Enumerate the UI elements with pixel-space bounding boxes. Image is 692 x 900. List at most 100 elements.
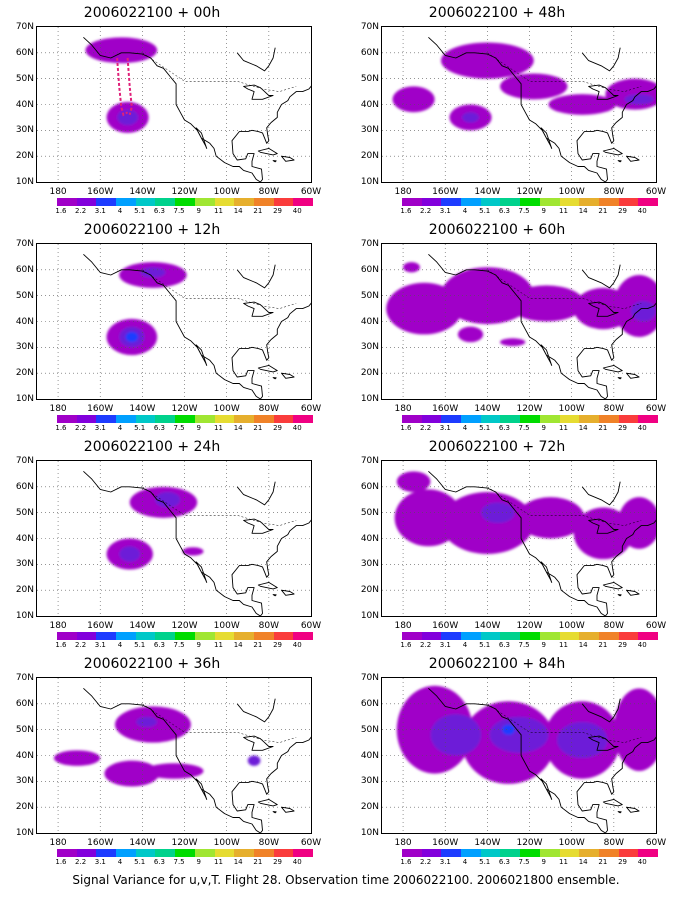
colorbar-label: 7.5	[518, 207, 530, 215]
colorbar-swatch	[461, 415, 481, 423]
lon-tick-label: 160W	[87, 838, 114, 848]
colorbar-swatch	[579, 632, 599, 640]
map-svg	[382, 678, 656, 833]
colorbar-label: 5.1	[479, 424, 491, 432]
colorbar-swatch	[461, 198, 481, 206]
colorbar-swatch	[293, 849, 313, 857]
colorbar-swatch	[480, 632, 501, 640]
colorbar-swatch	[214, 198, 235, 206]
lon-tick-label: 180	[394, 838, 412, 848]
colorbar-label: 4	[462, 641, 468, 649]
lon-tick-label: 80W	[258, 404, 280, 414]
colorbar-label: 11	[559, 207, 568, 215]
lat-tick-label: 10N	[360, 828, 379, 838]
colorbar-label: 11	[559, 424, 568, 432]
lon-tick-label: 120W	[516, 621, 543, 631]
lon-tick-label: 160W	[432, 404, 459, 414]
colorbar-label: 4	[117, 641, 123, 649]
colorbar-label: 2.2	[420, 641, 432, 649]
lat-tick-label: 40N	[15, 533, 34, 544]
colorbar-label: 9	[196, 207, 202, 215]
colorbar-label: 6.3	[498, 424, 510, 432]
variance-region	[624, 94, 654, 105]
lon-tick-label: 180	[394, 404, 412, 414]
variance-region	[140, 267, 166, 278]
lat-tick-label: 60N	[360, 481, 379, 492]
colorbar-swatch	[520, 198, 540, 206]
variance-region	[117, 109, 139, 126]
colorbar	[57, 632, 313, 640]
panel-title: 2006022100 + 48h	[428, 5, 566, 21]
colorbar-label: 6.3	[153, 858, 165, 866]
lon-tick-label: 180	[49, 621, 67, 631]
colorbar-label: 6.3	[498, 858, 510, 866]
colorbar-label: 7.5	[173, 424, 185, 432]
variance-region	[457, 326, 484, 343]
colorbar-label: 29	[618, 858, 628, 866]
colorbar-swatch	[598, 415, 619, 423]
colorbar-swatch	[520, 632, 540, 640]
colorbar-swatch	[441, 198, 462, 206]
colorbar-swatch	[234, 198, 254, 206]
colorbar-swatch	[293, 415, 313, 423]
variance-region	[441, 42, 534, 79]
colorbar-label: 14	[233, 424, 243, 432]
colorbar-swatch	[598, 849, 619, 857]
colorbar-swatch	[116, 632, 136, 640]
variance-region	[502, 724, 515, 735]
colorbar-swatch	[461, 632, 481, 640]
lon-tick-label: 60W	[300, 621, 322, 631]
colorbar-label: 3.1	[94, 641, 106, 649]
colorbar-label: 9	[196, 641, 202, 649]
lat-tick-label: 30N	[15, 342, 34, 353]
lat-tick-label: 50N	[15, 507, 34, 518]
colorbar-label: 4	[462, 858, 468, 866]
colorbar-label: 4	[462, 207, 468, 215]
colorbar-swatch	[96, 632, 117, 640]
colorbar-label: 14	[233, 641, 243, 649]
colorbar-swatch	[194, 415, 215, 423]
colorbar-label: 14	[578, 207, 588, 215]
variance-region	[247, 755, 261, 766]
colorbar-label: 1.6	[55, 641, 67, 649]
colorbar-labels: 1.6 2.2 3.1 4 5.1 6.3 7.5 9 11 14 21 29 40	[55, 207, 313, 217]
lat-tick-label: 40N	[360, 750, 379, 761]
lat-tick-label: 20N	[15, 151, 34, 162]
colorbar-swatch	[638, 415, 658, 423]
colorbar-label: 5.1	[134, 641, 146, 649]
map-panel: 2006022100 + 36h 70N 60N 50N 40N 30N 20N 10N 180…	[2, 655, 321, 866]
variance-region	[441, 267, 534, 325]
variance-region	[500, 73, 568, 100]
lat-tick-label: 40N	[15, 750, 34, 761]
lon-tick-label: 120W	[516, 187, 543, 197]
map-panel: 2006022100 + 12h 70N 60N 50N 40N 30N 20N 10N 180…	[2, 221, 321, 432]
colorbar-label: 6.3	[153, 424, 165, 432]
colorbar	[402, 632, 658, 640]
lat-tick-label: 50N	[15, 290, 34, 301]
colorbar	[57, 198, 313, 206]
map-svg	[37, 244, 311, 399]
lon-tick-label: 100W	[558, 838, 585, 848]
panel-title: 2006022100 + 84h	[428, 656, 566, 672]
lat-tick-label: 20N	[15, 585, 34, 596]
colorbar-label: 3.1	[439, 858, 451, 866]
colorbar-labels: 1.6 2.2 3.1 4 5.1 6.3 7.5 9 11 14 21 29 40	[400, 641, 658, 651]
colorbar-swatch	[421, 415, 442, 423]
colorbar-label: 40	[637, 858, 647, 866]
colorbar-label: 29	[618, 424, 628, 432]
variance-region	[489, 716, 549, 753]
lon-tick-label: 140W	[129, 404, 156, 414]
variance-region	[104, 760, 160, 787]
colorbar-swatch	[155, 415, 176, 423]
lat-tick-label: 30N	[15, 559, 34, 570]
colorbar-swatch	[273, 198, 294, 206]
lat-tick-label: 60N	[360, 47, 379, 58]
colorbar-label: 11	[214, 858, 223, 866]
lat-tick-label: 70N	[360, 456, 379, 466]
lat-tick-label: 40N	[360, 533, 379, 544]
colorbar-swatch	[500, 849, 521, 857]
lat-tick-label: 30N	[15, 776, 34, 787]
colorbar-label: 9	[541, 641, 547, 649]
colorbar-label: 7.5	[173, 641, 185, 649]
colorbar-swatch	[480, 198, 501, 206]
